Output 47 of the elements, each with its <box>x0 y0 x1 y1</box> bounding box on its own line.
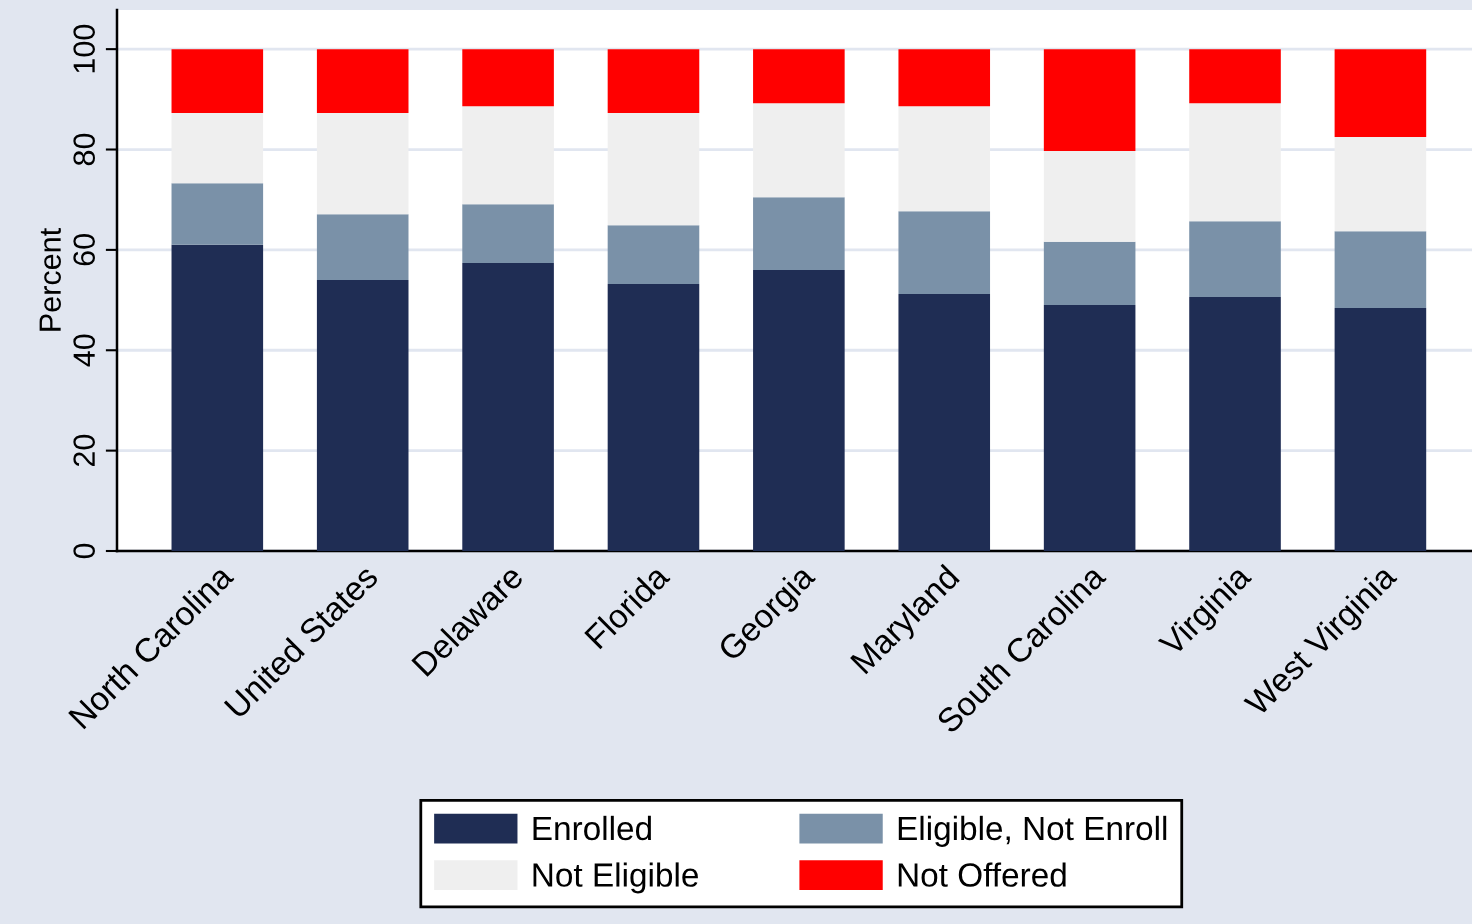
y-tick-label: 40 <box>73 334 95 367</box>
bar <box>171 112 264 184</box>
bar <box>607 284 700 551</box>
y-tick-label: 20 <box>73 434 95 467</box>
bar <box>462 262 554 551</box>
legend-label: Eligible, Not Enroll <box>898 815 1167 847</box>
bar <box>316 280 409 551</box>
bar <box>1189 297 1281 551</box>
bar <box>1189 49 1281 104</box>
bar <box>1334 49 1427 137</box>
bar <box>171 244 264 551</box>
bar <box>753 49 845 104</box>
bar <box>171 49 264 113</box>
bar <box>753 103 845 198</box>
y-axis-title: Percent <box>39 228 61 331</box>
bar <box>753 197 845 270</box>
bar <box>898 106 991 212</box>
bar <box>1043 305 1136 551</box>
bar <box>753 269 845 551</box>
bar <box>607 225 700 285</box>
legend-label: Not Offered <box>898 862 1066 887</box>
bar <box>316 214 409 280</box>
bar <box>607 112 700 226</box>
y-tick-label: 0 <box>73 543 95 559</box>
bar <box>1189 103 1281 222</box>
bar <box>898 294 991 551</box>
bar <box>1189 221 1281 298</box>
bar <box>462 204 554 263</box>
y-tick-label: 100 <box>73 24 95 73</box>
bar <box>316 49 409 113</box>
bar <box>171 183 264 245</box>
bar <box>1043 151 1136 242</box>
y-tick-label: 80 <box>73 133 95 166</box>
bar <box>898 211 991 295</box>
bar <box>1043 241 1136 306</box>
bar <box>607 49 700 113</box>
bar <box>462 49 554 107</box>
bar <box>316 112 409 215</box>
bar <box>898 49 991 107</box>
bar <box>1334 231 1427 309</box>
y-tick-label: 60 <box>73 234 95 266</box>
legend-label: Not Eligible <box>533 862 698 894</box>
legend-label: Enrolled <box>533 815 651 841</box>
bar <box>462 106 554 205</box>
bar <box>1334 136 1427 232</box>
bar <box>1043 49 1136 152</box>
bar <box>1334 308 1427 551</box>
